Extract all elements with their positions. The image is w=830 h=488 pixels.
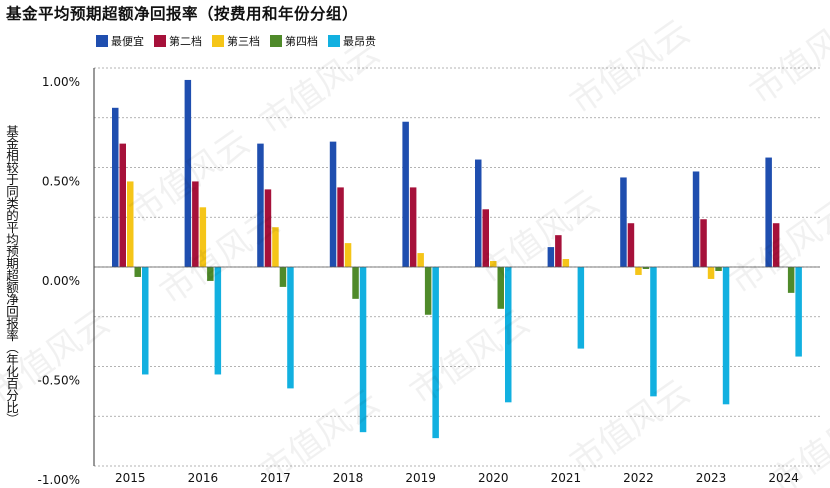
bar-第四档-2019 — [424, 267, 432, 315]
legend-swatch-cheapest — [96, 35, 108, 47]
bar-最昂贵-2015 — [142, 267, 149, 375]
bar-第二档-2019 — [409, 187, 417, 267]
bar-第二档-2022 — [627, 223, 635, 267]
bar-最便宜-2023 — [692, 171, 700, 267]
bar-第三档-2020 — [490, 261, 497, 267]
x-tick-label: 2024 — [768, 471, 799, 485]
bar-第四档-2023 — [715, 267, 722, 271]
bar-第四档-2022 — [642, 267, 650, 269]
y-tick-label: -0.50% — [38, 374, 80, 388]
legend-item-third-tier: 第三档 — [212, 33, 260, 49]
bar-第二档-2023 — [700, 219, 707, 267]
x-tick-label: 2019 — [405, 471, 436, 485]
x-tick-label: 2017 — [260, 471, 291, 485]
chart-title: 基金平均预期超额净回报率（按费用和年份分组） — [6, 5, 359, 23]
x-tick-label: 2015 — [115, 471, 146, 485]
bar-第二档-2015 — [119, 143, 126, 267]
legend-item-most-expensive: 最昂贵 — [328, 33, 376, 49]
bar-最便宜-2016 — [184, 79, 192, 267]
bar-最昂贵-2016 — [214, 267, 222, 375]
bar-第四档-2016 — [207, 267, 214, 281]
bar-第三档-2018 — [344, 243, 352, 267]
bar-第二档-2016 — [192, 181, 199, 267]
legend-item-second-tier: 第二档 — [154, 33, 202, 49]
x-tick-label: 2022 — [623, 471, 654, 485]
bar-第四档-2017 — [279, 267, 287, 287]
bar-第三档-2016 — [199, 207, 207, 267]
bar-第三档-2021 — [562, 259, 570, 267]
bar-第三档-2019 — [417, 253, 424, 267]
x-tick-label: 2016 — [188, 471, 219, 485]
bar-最便宜-2017 — [257, 143, 264, 267]
x-tick-label: 2018 — [333, 471, 364, 485]
x-tick-label: 2020 — [478, 471, 509, 485]
bar-第二档-2017 — [264, 189, 272, 267]
bar-最昂贵-2021 — [577, 267, 585, 349]
legend-label-third-tier: 第三档 — [227, 35, 260, 48]
bar-第二档-2018 — [337, 187, 344, 267]
legend-swatch-third-tier — [212, 35, 224, 47]
bar-最便宜-2024 — [765, 157, 772, 267]
y-tick-label: 0.50% — [42, 175, 80, 189]
bar-最便宜-2020 — [475, 159, 482, 267]
legend-label-second-tier: 第二档 — [169, 35, 202, 48]
legend-item-cheapest: 最便宜 — [96, 33, 144, 49]
y-tick-label: -1.00% — [38, 473, 80, 487]
bar-最昂贵-2020 — [505, 267, 512, 403]
bar-第二档-2024 — [772, 223, 780, 267]
legend-label-cheapest: 最便宜 — [111, 35, 144, 48]
bar-第四档-2018 — [352, 267, 359, 299]
bar-最昂贵-2018 — [359, 267, 367, 433]
bar-第四档-2024 — [787, 267, 795, 293]
x-tick-label: 2021 — [551, 471, 582, 485]
legend-label-most-expensive: 最昂贵 — [343, 35, 376, 48]
y-tick-label: 0.00% — [42, 274, 80, 288]
legend-item-fourth-tier: 第四档 — [270, 33, 318, 49]
bar-最昂贵-2022 — [650, 267, 657, 397]
bar-第三档-2015 — [127, 181, 134, 267]
y-axis-label: 基金相较于同类的平均预期超额净回报率（年化百分比） — [4, 125, 19, 425]
bar-第三档-2023 — [707, 267, 715, 279]
bar-第二档-2021 — [555, 235, 562, 267]
legend: 最便宜 第二档 第三档 第四档 最昂贵 — [96, 33, 386, 49]
x-tick-label: 2023 — [696, 471, 727, 485]
bar-最昂贵-2017 — [287, 267, 294, 389]
bar-最昂贵-2024 — [795, 267, 802, 357]
bar-第三档-2017 — [272, 227, 279, 267]
bar-最昂贵-2019 — [432, 267, 439, 439]
bar-第二档-2020 — [482, 209, 489, 267]
legend-swatch-fourth-tier — [270, 35, 282, 47]
bar-第四档-2015 — [134, 267, 141, 277]
bar-最便宜-2015 — [112, 107, 119, 267]
bar-最昂贵-2023 — [722, 267, 730, 405]
legend-swatch-most-expensive — [328, 35, 340, 47]
bar-第三档-2022 — [635, 267, 642, 275]
bar-最便宜-2022 — [620, 177, 627, 267]
bar-第四档-2020 — [497, 267, 504, 309]
legend-label-fourth-tier: 第四档 — [285, 35, 318, 48]
y-tick-label: 1.00% — [42, 75, 80, 89]
bar-最便宜-2021 — [547, 247, 555, 267]
legend-swatch-second-tier — [154, 35, 166, 47]
bar-最便宜-2019 — [402, 121, 409, 267]
bar-最便宜-2018 — [329, 141, 337, 267]
